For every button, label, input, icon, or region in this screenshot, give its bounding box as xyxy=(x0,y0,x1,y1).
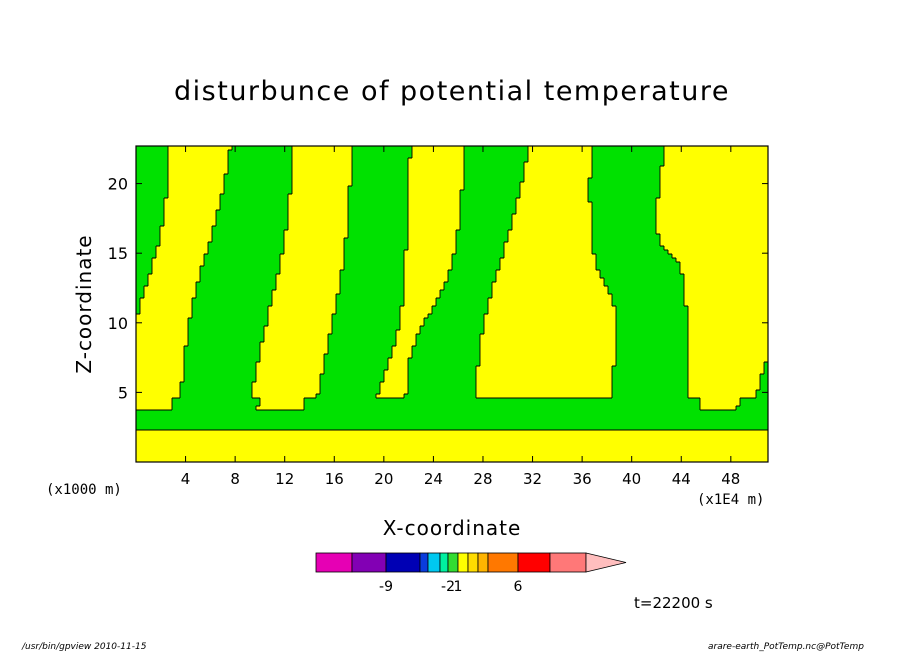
x-tick-label: 4 xyxy=(181,470,191,488)
colorbar-segment xyxy=(351,552,387,573)
colorbar-segment xyxy=(419,552,429,573)
positive-region xyxy=(136,146,768,462)
colorbar-extend-arrow xyxy=(585,552,627,573)
colorbar-tick-label: -9 xyxy=(379,579,393,595)
x-tick-label: 48 xyxy=(721,470,740,488)
contour-lines xyxy=(136,146,768,431)
colorbar-segment xyxy=(439,552,449,573)
colorbar-segment xyxy=(487,552,519,573)
colorbar-tick-label: 6 xyxy=(514,579,523,595)
x-tick-label: 20 xyxy=(374,470,393,488)
colorbar-segment xyxy=(457,552,469,573)
colorbar-segment xyxy=(427,552,441,573)
y-tick-label: 10 xyxy=(108,314,128,333)
colorbar-segment xyxy=(385,552,421,573)
x-tick-label: 32 xyxy=(523,470,542,488)
colorbar-segment xyxy=(315,552,353,573)
colorbar-tick-label: 1 xyxy=(454,579,463,595)
y-unit-label: (x1000 m) xyxy=(46,482,122,498)
colorbar-segment xyxy=(477,552,489,573)
footer-left: /usr/bin/gpview 2010-11-15 xyxy=(22,642,147,652)
x-tick-label: 12 xyxy=(275,470,294,488)
x-tick-label: 44 xyxy=(672,470,691,488)
x-tick-label: 24 xyxy=(424,470,443,488)
x-tick-label: 8 xyxy=(230,470,240,488)
x-tick-label: 36 xyxy=(573,470,592,488)
chart-title: disturbunce of potential temperature xyxy=(174,76,730,107)
y-tick-label: 20 xyxy=(108,175,128,194)
colorbar-segment xyxy=(517,552,551,573)
x-axis-label: X-coordinate xyxy=(382,516,522,540)
colorbar-segment xyxy=(549,552,587,573)
plot-frame xyxy=(135,145,769,463)
colorbar-segment xyxy=(447,552,459,573)
x-tick-label: 28 xyxy=(473,470,492,488)
x-unit-label: (x1E4 m) xyxy=(697,492,765,508)
colorbar-tick-label: -2 xyxy=(441,579,455,595)
x-tick-label: 40 xyxy=(622,470,641,488)
contour-field xyxy=(136,146,768,462)
time-label: t=22200 s xyxy=(634,594,713,612)
y-tick-label: 5 xyxy=(118,383,128,402)
y-axis-label: Z-coordinate xyxy=(72,234,96,374)
colorbar-segment xyxy=(467,552,479,573)
footer-right: arare-earth_PotTemp.nc@PotTemp xyxy=(708,642,864,652)
colorbar: -9 -21 6 xyxy=(315,552,627,595)
y-tick-label: 15 xyxy=(108,244,128,263)
x-tick-label: 16 xyxy=(325,470,344,488)
